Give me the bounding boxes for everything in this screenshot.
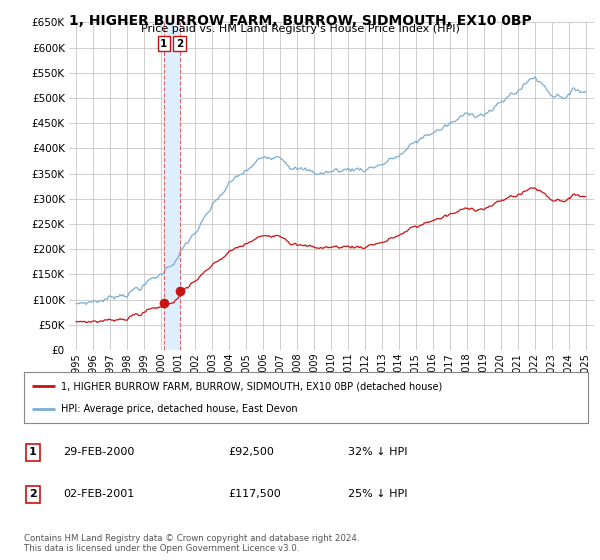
Text: 2: 2 xyxy=(176,39,183,49)
Text: Price paid vs. HM Land Registry's House Price Index (HPI): Price paid vs. HM Land Registry's House … xyxy=(140,24,460,34)
Text: 1, HIGHER BURROW FARM, BURROW, SIDMOUTH, EX10 0BP (detached house): 1, HIGHER BURROW FARM, BURROW, SIDMOUTH,… xyxy=(61,381,442,391)
Text: £117,500: £117,500 xyxy=(228,489,281,499)
Text: 1: 1 xyxy=(29,447,37,457)
Text: 29-FEB-2000: 29-FEB-2000 xyxy=(63,447,134,457)
Text: HPI: Average price, detached house, East Devon: HPI: Average price, detached house, East… xyxy=(61,404,297,414)
Text: Contains HM Land Registry data © Crown copyright and database right 2024.
This d: Contains HM Land Registry data © Crown c… xyxy=(24,534,359,553)
Text: 02-FEB-2001: 02-FEB-2001 xyxy=(63,489,134,499)
Text: 32% ↓ HPI: 32% ↓ HPI xyxy=(348,447,407,457)
Text: 2: 2 xyxy=(29,489,37,499)
Text: £92,500: £92,500 xyxy=(228,447,274,457)
Bar xyxy=(164,22,179,350)
Text: 1, HIGHER BURROW FARM, BURROW, SIDMOUTH, EX10 0BP: 1, HIGHER BURROW FARM, BURROW, SIDMOUTH,… xyxy=(68,14,532,28)
Text: 1: 1 xyxy=(160,39,167,49)
Text: 25% ↓ HPI: 25% ↓ HPI xyxy=(348,489,407,499)
